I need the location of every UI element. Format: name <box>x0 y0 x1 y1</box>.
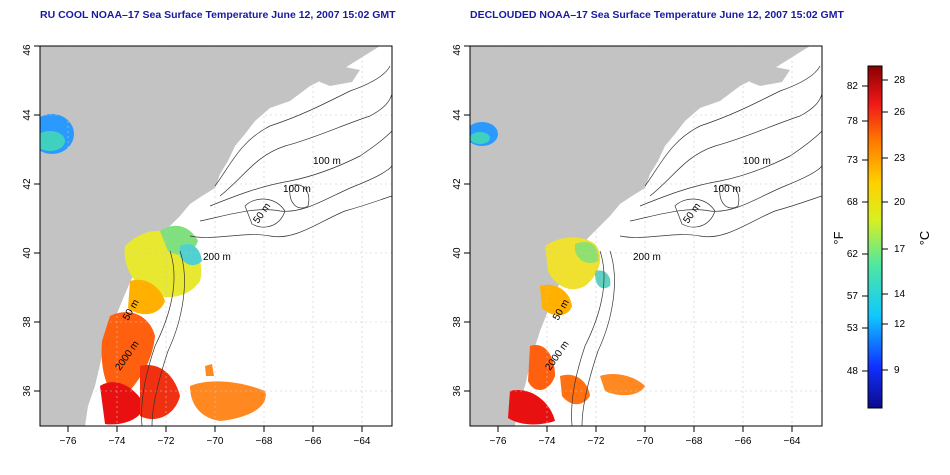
f-tick-label: 68 <box>847 197 859 208</box>
x-tick-label: −76 <box>60 436 77 447</box>
contour-label: 100 m <box>313 156 341 167</box>
y-tick-label: 36 <box>452 385 463 397</box>
y-tick-label: 38 <box>22 316 33 328</box>
y-tick-label: 42 <box>452 178 463 190</box>
f-tick-label: 53 <box>847 323 859 334</box>
y-tick-label: 38 <box>452 316 463 328</box>
left-map-panel: 100 m 100 m 50 m 200 m 50 m 2000 m −76 −… <box>22 44 393 447</box>
y-tick-label: 40 <box>22 247 33 259</box>
c-tick-label: 12 <box>894 319 906 330</box>
x-tick-label: −68 <box>686 436 703 447</box>
x-tick-label: −66 <box>305 436 322 447</box>
f-tick-label: 73 <box>847 155 859 166</box>
y-tick-label: 42 <box>22 178 33 190</box>
c-tick-label: 26 <box>894 107 906 118</box>
f-tick-label: 57 <box>847 291 859 302</box>
y-tick-label: 44 <box>22 109 33 121</box>
x-tick-label: −70 <box>207 436 224 447</box>
contour-label: 100 m <box>743 156 771 167</box>
contour-label: 100 m <box>713 184 741 195</box>
temperature-colorbar: 82 78 73 68 62 57 53 48 28 26 23 20 17 1… <box>831 65 932 409</box>
x-tick-label: −72 <box>158 436 175 447</box>
contour-label: 200 m <box>203 252 231 263</box>
x-tick-label: −66 <box>735 436 752 447</box>
x-tick-label: −74 <box>109 436 126 447</box>
colorbar-gradient <box>867 65 883 409</box>
y-tick-label: 36 <box>22 385 33 397</box>
c-tick-label: 23 <box>894 153 906 164</box>
contour-label: 200 m <box>633 252 661 263</box>
y-axis-ticks: 36 38 40 42 44 46 <box>452 44 463 397</box>
y-tick-label: 46 <box>452 44 463 56</box>
f-tick-label: 82 <box>847 81 859 92</box>
x-tick-label: −70 <box>637 436 654 447</box>
x-tick-label: −64 <box>784 436 801 447</box>
f-tick-label: 78 <box>847 116 859 127</box>
y-axis-ticks: 36 38 40 42 44 46 <box>22 44 33 397</box>
right-panel-title: DECLOUDED NOAA–17 Sea Surface Temperatur… <box>470 9 844 21</box>
y-tick-label: 44 <box>452 109 463 121</box>
x-tick-label: −68 <box>256 436 273 447</box>
contour-label: 100 m <box>283 184 311 195</box>
c-tick-label: 20 <box>894 197 906 208</box>
f-tick-label: 48 <box>847 366 859 377</box>
x-tick-label: −74 <box>539 436 556 447</box>
celsius-label: °C <box>917 231 932 246</box>
c-tick-label: 9 <box>894 365 900 376</box>
x-tick-label: −72 <box>588 436 605 447</box>
y-tick-label: 40 <box>452 247 463 259</box>
c-tick-label: 17 <box>894 244 906 255</box>
x-tick-label: −64 <box>354 436 371 447</box>
fahrenheit-label: °F <box>831 231 846 244</box>
c-tick-label: 28 <box>894 75 906 86</box>
c-tick-label: 14 <box>894 289 906 300</box>
fahrenheit-ticks: 82 78 73 68 62 57 53 48 <box>847 81 859 377</box>
right-map-panel: 100 m 100 m 50 m 200 m 50 m 2000 m −76 −… <box>452 44 823 447</box>
left-panel-title: RU COOL NOAA–17 Sea Surface Temperature … <box>40 9 396 21</box>
celsius-ticks: 28 26 23 20 17 14 12 9 <box>894 75 906 376</box>
f-tick-label: 62 <box>847 249 859 260</box>
x-tick-label: −76 <box>490 436 507 447</box>
y-tick-label: 46 <box>22 44 33 56</box>
x-axis-ticks: −76 −74 −72 −70 −68 −66 −64 <box>60 436 371 447</box>
x-axis-ticks: −76 −74 −72 −70 −68 −66 −64 <box>490 436 801 447</box>
